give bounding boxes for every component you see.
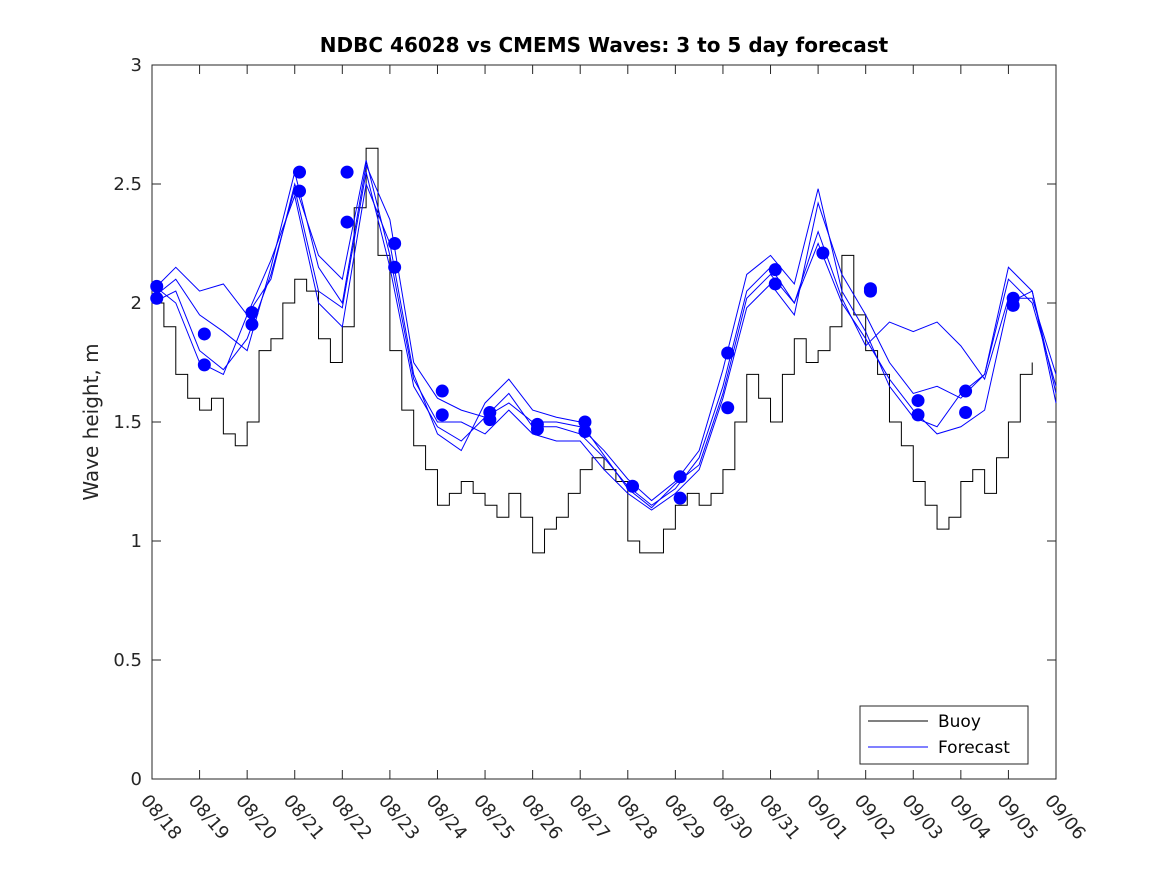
forecast-marker: [388, 260, 402, 274]
forecast-marker: [530, 422, 544, 436]
plot-area: [150, 64, 1057, 780]
forecast-marker: [721, 401, 735, 415]
forecast-marker: [245, 317, 259, 331]
legend-buoy-label: Buoy: [938, 712, 981, 732]
forecast-marker: [292, 165, 306, 179]
forecast-series: [151, 160, 1057, 511]
forecast-marker: [150, 291, 164, 305]
forecast-marker: [197, 327, 211, 341]
y-tick-label: 2: [131, 293, 142, 314]
legend-forecast-label: Forecast: [938, 738, 1010, 758]
y-tick-label: 3: [131, 55, 142, 76]
forecast-marker: [578, 425, 592, 439]
forecast-marker: [292, 184, 306, 198]
y-tick-label: 1: [131, 531, 142, 552]
forecast-marker: [245, 306, 259, 320]
forecast-marker: [435, 384, 449, 398]
legend-box: [859, 705, 1029, 765]
buoy-series: [152, 147, 1033, 554]
y-tick-label: 0.5: [113, 650, 142, 671]
y-tick-label: 1.5: [113, 412, 142, 433]
forecast-marker: [721, 346, 735, 360]
forecast-marker: [673, 470, 687, 484]
forecast-line-3: [151, 171, 1057, 502]
forecast-line-1: [151, 163, 1057, 506]
legend: Buoy Forecast: [859, 705, 1029, 765]
forecast-marker: [673, 491, 687, 505]
y-axis-label: Wave height, m: [79, 343, 103, 500]
y-tick-label: 2.5: [113, 174, 142, 195]
forecast-marker: [578, 415, 592, 429]
buoy-line: [152, 147, 1033, 554]
forecast-marker: [150, 279, 164, 293]
forecast-marker: [483, 413, 497, 427]
forecast-marker: [959, 405, 973, 419]
forecast-marker: [435, 408, 449, 422]
forecast-marker: [626, 479, 640, 493]
forecast-marker: [816, 246, 830, 260]
forecast-line-4: [151, 182, 1057, 509]
forecast-marker: [1006, 298, 1020, 312]
forecast-marker: [911, 408, 925, 422]
forecast-marker: [197, 358, 211, 372]
plot-frame: [151, 64, 1057, 780]
forecast-marker: [768, 277, 782, 291]
y-tick-labels: 0 0.5 1 1.5 2 2.5 3: [113, 55, 142, 790]
forecast-markers: [150, 165, 1020, 505]
forecast-marker: [911, 394, 925, 408]
y-tick-label: 0: [131, 769, 142, 790]
forecast-marker: [863, 284, 877, 298]
forecast-line-2: [151, 160, 1057, 511]
forecast-marker: [959, 384, 973, 398]
forecast-marker: [768, 263, 782, 277]
chart-title: NDBC 46028 vs CMEMS Waves: 3 to 5 day fo…: [320, 33, 889, 57]
forecast-marker: [388, 237, 402, 250]
forecast-marker: [340, 215, 354, 229]
forecast-marker: [340, 165, 354, 179]
